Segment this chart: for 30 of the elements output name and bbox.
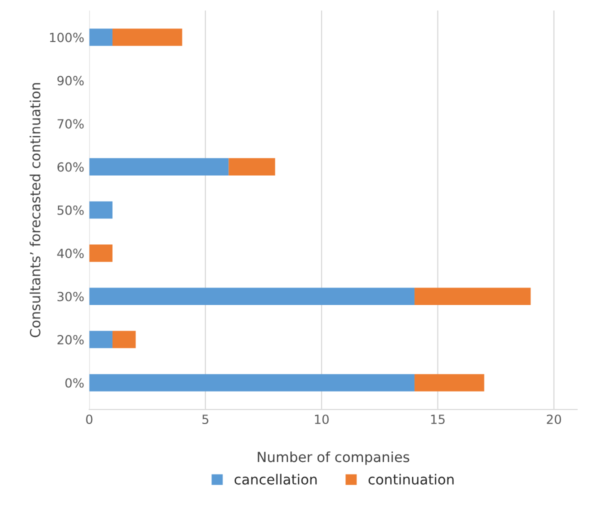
x-tick-label: 20 [546, 414, 562, 424]
y-tick-label: 60% [57, 162, 84, 172]
y-tick-label: 40% [57, 248, 84, 258]
legend-label: continuation [368, 474, 454, 485]
x-tick-label: 15 [431, 414, 445, 424]
x-tick-label: 10 [315, 414, 329, 424]
x-tick-label: 0 [86, 414, 92, 424]
y-tick-label: 100% [50, 32, 84, 42]
y-tick-label: 0% [65, 378, 84, 388]
bar [89, 288, 415, 305]
y-tick-label: 90% [57, 76, 84, 86]
bar [89, 28, 112, 46]
bar [228, 158, 276, 176]
bar [414, 374, 484, 392]
y-tick-label: 30% [58, 292, 84, 302]
bar [414, 288, 531, 305]
y-axis-title: Consultants’ forecasted continuation [30, 83, 40, 338]
bar [89, 330, 112, 348]
bar [112, 28, 182, 46]
y-tick-label: 70% [58, 119, 84, 129]
legend-label: cancellation [234, 474, 317, 485]
bar [89, 374, 415, 392]
bar [89, 201, 112, 219]
y-tick-label: 20% [58, 335, 84, 344]
bar [89, 158, 229, 176]
y-tick-label: 50% [58, 205, 84, 215]
bar [89, 244, 112, 262]
x-tick-label: 5 [202, 414, 208, 424]
x-axis-title: Number of companies [258, 451, 410, 465]
bar [112, 330, 136, 348]
